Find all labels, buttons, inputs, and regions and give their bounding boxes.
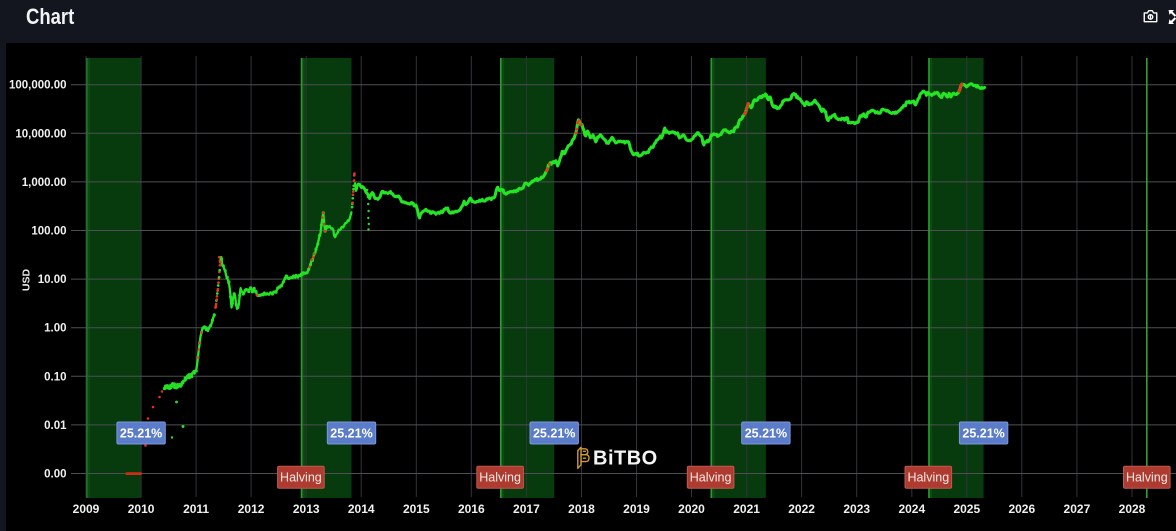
svg-text:25.21%: 25.21% [533,427,575,441]
svg-text:2027: 2027 [1064,502,1091,516]
svg-text:0.01: 0.01 [44,420,67,432]
svg-text:0.00: 0.00 [44,469,66,481]
svg-text:1.00: 1.00 [44,323,66,335]
svg-text:Halving: Halving [907,471,949,485]
svg-text:100,000.00: 100,000.00 [9,80,67,92]
svg-text:2011: 2011 [183,502,209,516]
svg-text:10.00: 10.00 [38,274,67,286]
svg-text:BiTBO: BiTBO [593,448,658,470]
svg-text:25.21%: 25.21% [330,427,372,441]
svg-text:2021: 2021 [733,502,760,516]
svg-text:2017: 2017 [513,502,540,516]
svg-text:2016: 2016 [458,502,485,516]
svg-text:2024: 2024 [898,502,925,516]
svg-text:2012: 2012 [238,502,265,516]
svg-text:2010: 2010 [128,502,155,516]
svg-text:2023: 2023 [843,502,870,516]
svg-text:USD: USD [21,268,33,291]
svg-text:2015: 2015 [403,502,430,516]
svg-text:0.10: 0.10 [44,371,66,383]
svg-text:2018: 2018 [568,502,595,516]
svg-text:2022: 2022 [788,502,815,516]
svg-text:2025: 2025 [953,502,980,516]
svg-text:2028: 2028 [1119,502,1146,516]
svg-text:2009: 2009 [73,502,100,516]
svg-text:Halving: Halving [280,471,322,485]
svg-text:2020: 2020 [678,502,705,516]
svg-text:Halving: Halving [690,471,732,485]
svg-text:100.00: 100.00 [31,226,66,238]
svg-text:25.21%: 25.21% [962,427,1004,441]
svg-text:Halving: Halving [479,471,521,485]
svg-text:10,000.00: 10,000.00 [15,128,66,140]
svg-text:1,000.00: 1,000.00 [22,177,67,189]
svg-text:25.21%: 25.21% [120,427,162,441]
svg-text:Halving: Halving [1126,471,1168,485]
svg-text:2026: 2026 [1008,502,1035,516]
svg-text:2014: 2014 [348,502,375,516]
svg-text:25.21%: 25.21% [745,427,787,441]
svg-text:2013: 2013 [293,502,320,516]
svg-text:2019: 2019 [623,502,650,516]
